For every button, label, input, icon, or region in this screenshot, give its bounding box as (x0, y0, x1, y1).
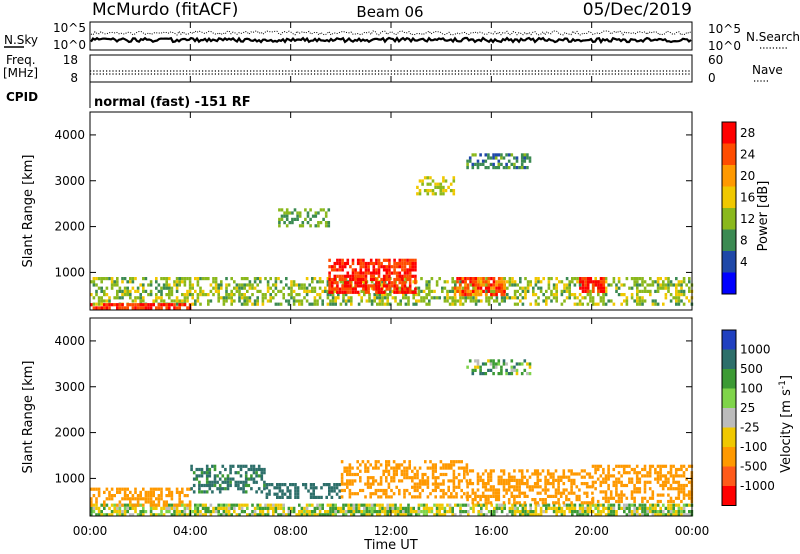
power-feature-7 (416, 176, 456, 196)
velocity-colorbar-swatch (722, 408, 736, 428)
power-colorbar-label: 4 (740, 255, 748, 269)
velocity-colorbar-label: -25 (740, 421, 760, 435)
power-colorbar-label: 20 (740, 169, 755, 183)
velocity-feature-1 (90, 487, 192, 507)
velocity-colorbar-label: -500 (740, 460, 767, 474)
power-feature-3 (453, 277, 506, 297)
velocity-colorbar-label: -1000 (740, 479, 775, 493)
velocity-colorbar-title: Velocity [m s-1] (778, 375, 794, 473)
velocity-colorbar-swatch (722, 349, 736, 369)
velocity-feature-6 (591, 464, 694, 504)
power-y-axis-title: Slant Range [km] (21, 155, 36, 268)
freq-left-tick-bottom: 8 (70, 71, 78, 85)
freq-label-line1: Freq. (6, 53, 36, 67)
power-feature-1 (90, 303, 192, 310)
cpid-label: CPID (6, 90, 38, 104)
power-colorbar-label: 28 (740, 126, 755, 140)
velocity-feature-5 (466, 469, 594, 505)
freq-right-tick-bottom: 0 (708, 71, 716, 85)
velocity-colorbar-label: -100 (740, 440, 767, 454)
freq-left-tick-top: 18 (63, 53, 78, 67)
velocity-colorbar-label: 100 (740, 382, 763, 396)
power-feature-4 (579, 277, 606, 293)
power-y-tick-label: 2000 (54, 220, 85, 234)
vel-y-tick-label: 3000 (54, 380, 85, 394)
velocity-colorbar-label: 25 (740, 401, 755, 415)
power-colorbar-label: 16 (740, 190, 755, 204)
velocity-colorbar-swatch (722, 388, 736, 408)
plot-title: McMurdo (fitACF) (92, 0, 238, 20)
velocity-feature-4 (340, 460, 469, 499)
power-colorbar-label: 24 (740, 147, 755, 161)
velocity-colorbar-label: 1000 (740, 343, 771, 357)
frequency-panel: Freq. [MHz] 18 8 60 0 Nave (3, 53, 783, 85)
noise-left-tick-top: 10^5 (53, 21, 86, 35)
beam-label: Beam 06 (356, 3, 423, 21)
power-feature-5 (466, 153, 532, 170)
vel-y-tick-label: 2000 (54, 426, 85, 440)
power-y-tick-label: 1000 (54, 265, 85, 279)
noise-right-label: N.Search (746, 30, 800, 44)
power-colorbar-swatch (722, 186, 736, 208)
velocity-colorbar: 1000 500 100 25 -25 -100 -500 -1000 Velocity [m… (721, 329, 794, 506)
x-tick-label: 00:00 (73, 524, 108, 538)
x-tick-label: 08:00 (273, 524, 308, 538)
velocity-colorbar-swatch (722, 330, 736, 350)
x-tick-label: 16:00 (474, 524, 509, 538)
power-feature-6 (278, 208, 331, 228)
x-axis-title: Time UT (363, 538, 417, 553)
power-y-tick-label: 4000 (54, 128, 85, 142)
vel-y-tick-label: 1000 (54, 471, 85, 485)
noise-left-label: N.Sky (4, 33, 38, 47)
x-tick-label: 12:00 (374, 524, 409, 538)
x-tick-label: 04:00 (173, 524, 208, 538)
cpid-panel: CPID normal (fast) -151 RF (6, 82, 251, 110)
power-colorbar-swatch (722, 229, 736, 251)
velocity-y-axis-title: Slant Range [km] (21, 361, 36, 474)
velocity-colorbar-swatch (722, 447, 736, 467)
velocity-colorbar-swatch (722, 369, 736, 389)
velocity-colorbar-swatch (722, 486, 736, 506)
power-panel: 1000 2000 3000 4000 Slant Range [km] (21, 111, 694, 311)
nave-label: Nave (752, 63, 783, 77)
power-colorbar-label: 12 (740, 212, 755, 226)
freq-right-tick-top: 60 (708, 53, 723, 67)
power-feature-2 (328, 258, 417, 294)
power-colorbar-swatch (722, 251, 736, 273)
date-label: 05/Dec/2019 (583, 0, 692, 20)
x-tick-label: 00:00 (675, 524, 710, 538)
power-y-tick-label: 3000 (54, 174, 85, 188)
velocity-feature-3 (265, 483, 341, 499)
power-colorbar-swatch (722, 122, 736, 144)
velocity-feature-7 (466, 359, 532, 376)
noise-panel: N.Sky 10^5 10^0 10^5 10^0 N.Search (4, 21, 800, 53)
velocity-colorbar-swatch (722, 466, 736, 486)
noise-right-tick-bottom: 10^0 (708, 39, 741, 53)
cpid-text: normal (fast) -151 RF (94, 95, 251, 110)
x-tick-label: 20:00 (574, 524, 609, 538)
power-colorbar-swatch (722, 143, 736, 165)
velocity-feature-2 (190, 464, 266, 494)
power-colorbar-swatch (722, 165, 736, 187)
noise-right-tick-top: 10^5 (708, 22, 741, 36)
velocity-panel: 1000 2000 3000 4000 Slant Range [km] (21, 317, 694, 517)
power-colorbar-title: Power [dB] (756, 181, 771, 252)
power-colorbar-swatch (722, 272, 736, 294)
noise-left-tick-bottom: 10^0 (53, 38, 86, 52)
velocity-colorbar-label: 500 (740, 362, 763, 376)
freq-label-line2: [MHz] (3, 66, 38, 80)
power-colorbar-swatch (722, 208, 736, 230)
power-colorbar-label: 8 (740, 233, 748, 247)
vel-y-tick-label: 4000 (54, 334, 85, 348)
velocity-colorbar-swatch (722, 427, 736, 447)
power-colorbar: 28 24 20 16 12 8 4 Power [dB] (721, 121, 771, 295)
x-axis: 00:00 04:00 08:00 12:00 16:00 20:00 00:00 Time… (73, 22, 710, 553)
